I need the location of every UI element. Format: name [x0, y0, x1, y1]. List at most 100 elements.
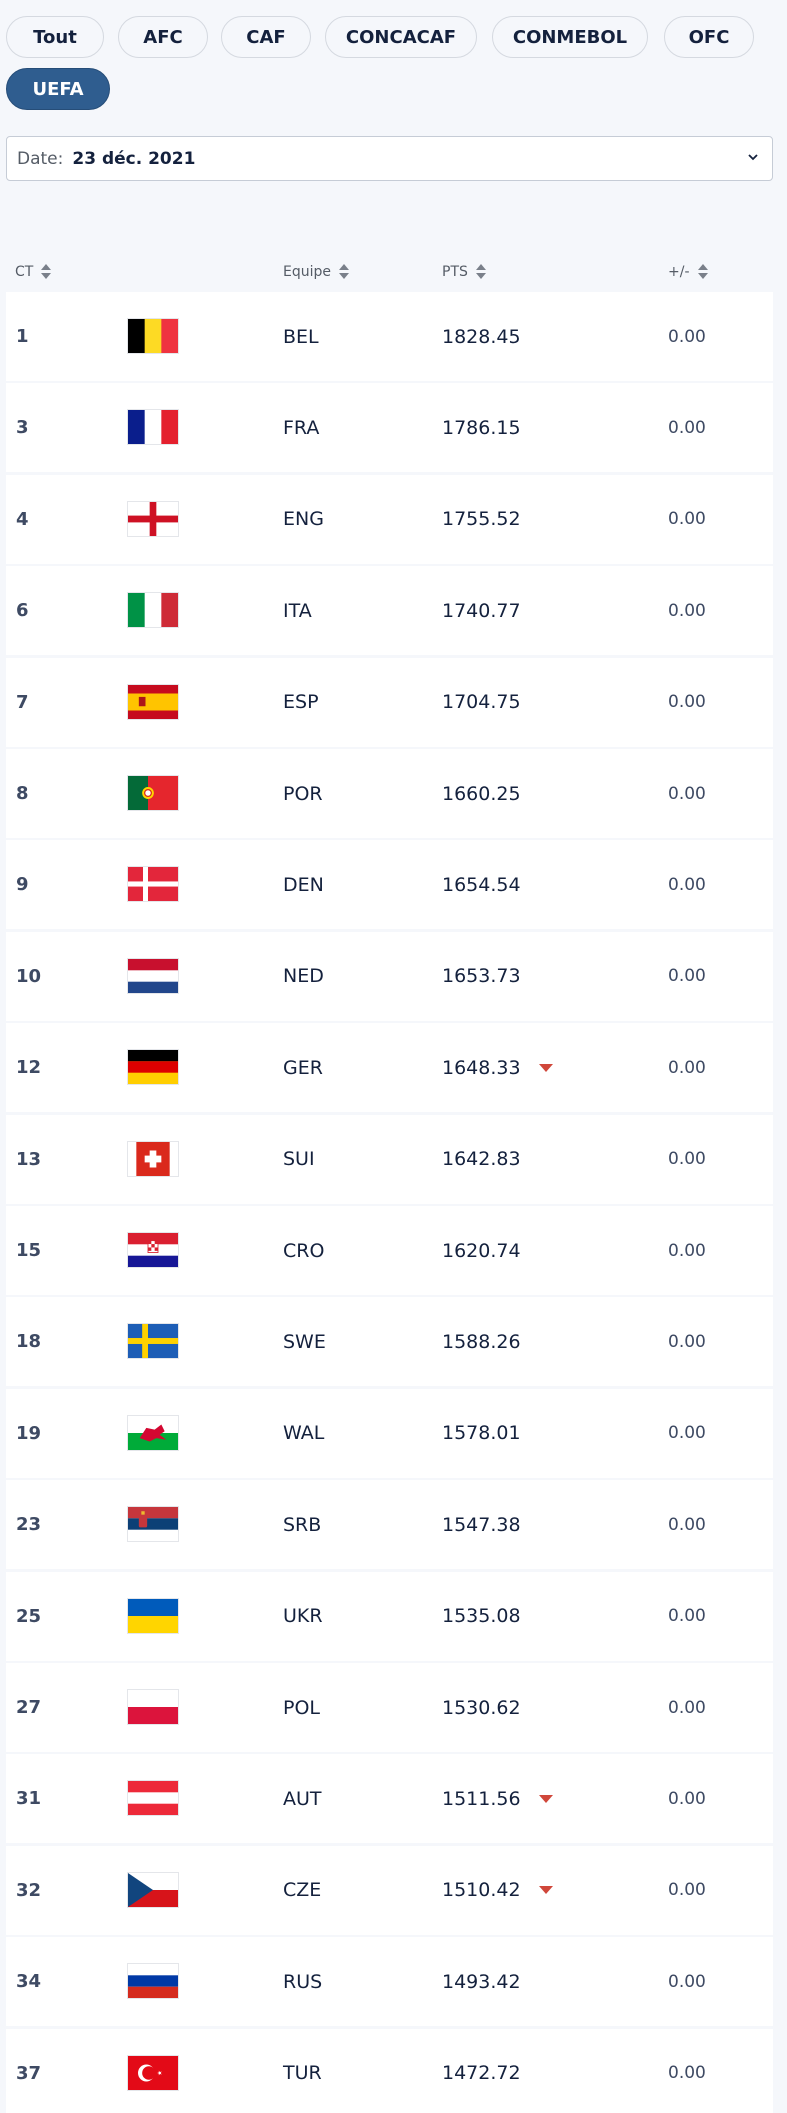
team-code[interactable]: NED: [283, 965, 324, 988]
team-code[interactable]: GER: [283, 1056, 323, 1079]
column-header-change[interactable]: +/-: [668, 263, 708, 281]
team-code[interactable]: UKR: [283, 1605, 323, 1628]
table-row[interactable]: 12 GER 1648.33 0.00: [6, 1023, 773, 1113]
points-cell: 1578.01: [442, 1389, 521, 1478]
date-select[interactable]: Date: 23 déc. 2021: [6, 136, 773, 181]
rank-cell: 3: [16, 417, 29, 439]
chevron-down-icon: [748, 154, 758, 161]
filter-pill-caf[interactable]: CAF: [221, 16, 311, 58]
filter-pill-conmebol[interactable]: CONMEBOL: [492, 16, 648, 58]
team-code[interactable]: SUI: [283, 1148, 315, 1171]
team-code[interactable]: POL: [283, 1696, 320, 1719]
points-value: 1660.25: [442, 782, 521, 805]
flag-icon: [127, 1232, 179, 1268]
points-value: 1654.54: [442, 873, 521, 896]
trend-down-icon: [538, 1063, 553, 1072]
table-row[interactable]: 9 DEN 1654.54 0.00: [6, 840, 773, 930]
team-code[interactable]: SRB: [283, 1513, 322, 1536]
filter-pill-afc[interactable]: AFC: [118, 16, 208, 58]
filter-pill-concacaf[interactable]: CONCACAF: [325, 16, 477, 58]
change-cell: 0.00: [668, 966, 706, 987]
table-row[interactable]: 19 WAL 1578.01 0.00: [6, 1388, 773, 1478]
date-value: 23 déc. 2021: [72, 148, 196, 169]
table-row[interactable]: 13 SUI 1642.83 0.00: [6, 1114, 773, 1204]
table-row[interactable]: 1 BEL 1828.45 0.00: [6, 292, 773, 381]
rank-cell: 32: [16, 1879, 42, 1901]
flag-icon: [127, 957, 179, 994]
change-cell: 0.00: [668, 1697, 706, 1718]
team-code[interactable]: SWE: [283, 1330, 326, 1353]
table-row[interactable]: 7 ESP 1704.75 0.00: [6, 657, 773, 747]
points-value: 1510.42: [442, 1879, 521, 1902]
table-row[interactable]: 23 SRB 1547.38 0.00: [6, 1480, 773, 1570]
table-row[interactable]: 8 POR 1660.25 0.00: [6, 749, 773, 838]
points-cell: 1704.75: [442, 658, 521, 747]
flag-icon: [127, 1689, 179, 1725]
column-header-points[interactable]: PTS: [442, 263, 486, 281]
column-header-team[interactable]: Equipe: [283, 263, 349, 281]
flag-icon: [127, 1049, 179, 1086]
table-row[interactable]: 32 CZE 1510.42 0.00: [6, 1845, 773, 1935]
change-cell: 0.00: [668, 1149, 706, 1170]
flag-icon: [127, 1780, 179, 1817]
points-value: 1588.26: [442, 1330, 521, 1353]
table-row[interactable]: 4 ENG 1755.52 0.00: [6, 474, 773, 564]
table-row[interactable]: 27 POL 1530.62 0.00: [6, 1663, 773, 1752]
change-cell: 0.00: [668, 1971, 706, 1992]
rank-cell: 12: [16, 1057, 42, 1079]
points-cell: 1588.26: [442, 1297, 521, 1386]
trend-down-icon: [538, 1886, 553, 1895]
table-row[interactable]: 3 FRA 1786.15 0.00: [6, 383, 773, 473]
flag-icon: [127, 1597, 179, 1634]
points-cell: 1654.54: [442, 840, 521, 929]
team-code[interactable]: CRO: [283, 1239, 325, 1262]
flag-icon: [127, 683, 179, 720]
team-code[interactable]: ESP: [283, 691, 319, 714]
column-header-rank[interactable]: CT: [15, 263, 52, 281]
team-code[interactable]: BEL: [283, 325, 319, 348]
team-code[interactable]: ITA: [283, 599, 312, 622]
flag-icon: [127, 2054, 179, 2091]
filter-pill-uefa[interactable]: UEFA: [6, 68, 110, 110]
table-row[interactable]: 34 RUS 1493.42 0.00: [6, 1937, 773, 2027]
points-cell: 1653.73: [442, 932, 521, 1021]
table-row[interactable]: 15 CRO 1620.74 0.00: [6, 1206, 773, 1295]
team-code[interactable]: ENG: [283, 508, 324, 531]
points-value: 1578.01: [442, 1422, 521, 1445]
change-cell: 0.00: [668, 509, 706, 530]
team-code[interactable]: POR: [283, 782, 323, 805]
rank-cell: 7: [16, 691, 29, 713]
team-code[interactable]: FRA: [283, 416, 320, 439]
column-header-points-label: PTS: [442, 264, 468, 280]
team-code[interactable]: RUS: [283, 1970, 323, 1993]
table-row[interactable]: 6 ITA 1740.77 0.00: [6, 566, 773, 656]
table-row[interactable]: 18 SWE 1588.26 0.00: [6, 1297, 773, 1387]
points-value: 1642.83: [442, 1148, 521, 1171]
change-cell: 0.00: [668, 600, 706, 621]
points-cell: 1740.77: [442, 566, 521, 655]
team-code[interactable]: CZE: [283, 1879, 322, 1902]
filter-pill-ofc[interactable]: OFC: [664, 16, 754, 58]
rank-cell: 15: [16, 1240, 42, 1261]
points-value: 1653.73: [442, 965, 521, 988]
column-header-team-label: Equipe: [283, 264, 331, 280]
flag-icon: [127, 1871, 179, 1908]
table-row[interactable]: 37 TUR 1472.72 0.00: [6, 2028, 773, 2113]
change-cell: 0.00: [668, 1331, 706, 1352]
team-code[interactable]: WAL: [283, 1422, 325, 1445]
rank-cell: 18: [16, 1331, 42, 1353]
points-cell: 1511.56: [442, 1754, 553, 1843]
team-code[interactable]: TUR: [283, 2062, 322, 2085]
change-cell: 0.00: [668, 1788, 706, 1809]
team-code[interactable]: AUT: [283, 1787, 322, 1810]
table-row[interactable]: 10 NED 1653.73 0.00: [6, 931, 773, 1021]
table-row[interactable]: 31 AUT 1511.56 0.00: [6, 1754, 773, 1844]
flag-icon: [127, 1506, 179, 1543]
sort-icon: [339, 263, 349, 281]
table-row[interactable]: 25 UKR 1535.08 0.00: [6, 1571, 773, 1661]
table-header: CT Equipe PTS +/-: [0, 258, 787, 288]
team-code[interactable]: DEN: [283, 873, 324, 896]
points-cell: 1530.62: [442, 1663, 521, 1752]
points-value: 1620.74: [442, 1239, 521, 1262]
filter-pill-tout[interactable]: Tout: [6, 16, 104, 58]
